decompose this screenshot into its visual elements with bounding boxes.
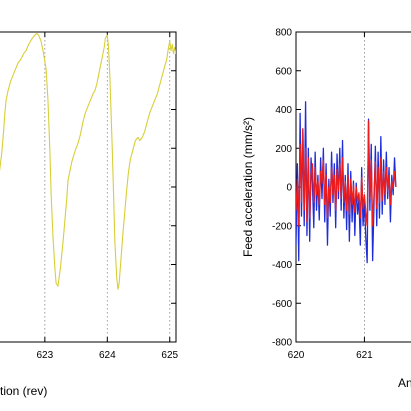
- left-x-axis-label: tion (rev): [0, 384, 47, 398]
- right-y-axis-label: Feed acceleration (mm/s²): [241, 117, 255, 257]
- right-x-axis-label: An: [398, 376, 411, 390]
- right-y-tick-label: 200: [275, 144, 292, 155]
- right-y-tick-label: 800: [275, 28, 292, 39]
- left-x-tick-label: 624: [99, 350, 116, 361]
- right-ticks: 620 621 -800 -600 -400 -200 0 200 400 600 800: [272, 28, 373, 362]
- left-ticks: 623 624 625: [36, 32, 179, 361]
- right-y-tick-label: 600: [275, 66, 292, 77]
- left-x-tick-label: 625: [161, 350, 178, 361]
- right-y-tick-label: 400: [275, 105, 292, 116]
- right-y-tick-label: -400: [272, 260, 292, 271]
- right-y-tick-label: -800: [272, 338, 292, 349]
- right-y-tick-label: -200: [272, 221, 292, 232]
- left-x-tick-label: 623: [36, 350, 53, 361]
- right-y-tick-label: -600: [272, 299, 292, 310]
- left-plot-frame: [0, 31, 177, 343]
- right-chart: 620 621 -800 -600 -400 -200 0 200 400 600 800 Feed…: [241, 28, 411, 390]
- right-series: [296, 101, 397, 264]
- right-x-tick-label: 621: [356, 350, 373, 361]
- left-series-line-0: [0, 33, 176, 290]
- left-series: [0, 33, 176, 290]
- left-chart: 623 624 625 tion (rev): [0, 31, 179, 398]
- right-y-tick-label: 0: [286, 183, 292, 194]
- right-series-line-1: [296, 120, 397, 227]
- right-x-tick-label: 620: [288, 350, 305, 361]
